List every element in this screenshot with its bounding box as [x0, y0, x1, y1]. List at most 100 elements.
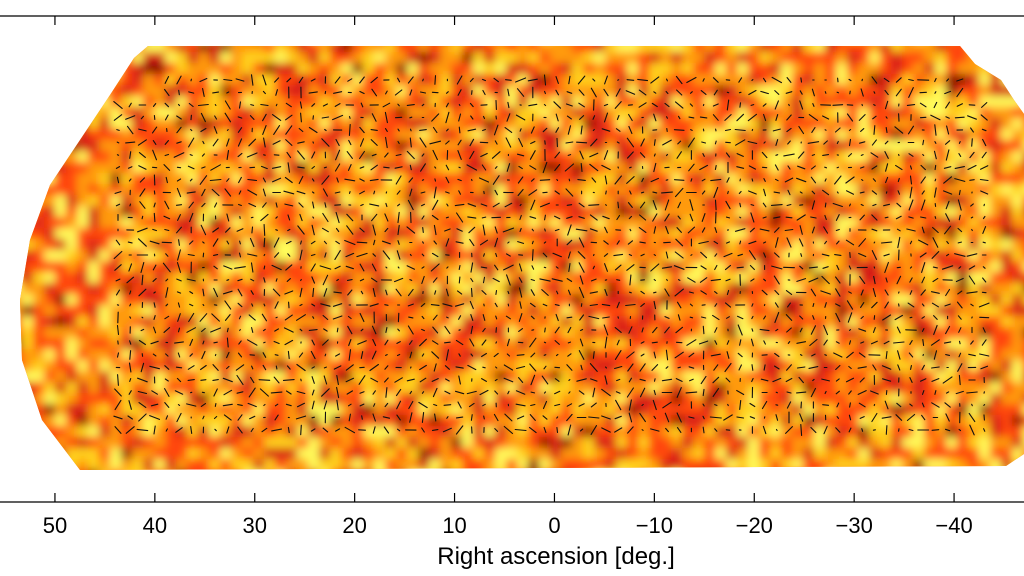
heatmap-cell: [176, 118, 188, 130]
heatmap-cell: [22, 283, 34, 295]
heatmap-cell: [572, 85, 584, 97]
heatmap-cell: [693, 404, 705, 416]
heatmap-cell: [781, 63, 793, 75]
shear-stick: [751, 178, 754, 182]
heatmap-cell: [935, 382, 947, 394]
heatmap-cell: [297, 184, 309, 196]
heatmap-cell: [407, 173, 419, 185]
heatmap-cell: [55, 272, 67, 284]
heatmap-cell: [770, 360, 782, 372]
heatmap-cell: [484, 294, 496, 306]
heatmap-cell: [99, 338, 111, 350]
heatmap-cell: [990, 272, 1002, 284]
heatmap-cell: [352, 360, 364, 372]
heatmap-cell: [110, 96, 122, 108]
heatmap-cell: [781, 217, 793, 229]
heatmap-cell: [451, 162, 463, 174]
heatmap-cell: [660, 327, 672, 339]
heatmap-cell: [924, 239, 936, 251]
heatmap-cell: [473, 327, 485, 339]
heatmap-cell: [440, 415, 452, 427]
heatmap-cell: [363, 74, 375, 86]
heatmap-cell: [880, 338, 892, 350]
heatmap-cell: [517, 283, 529, 295]
heatmap-cell: [550, 74, 562, 86]
heatmap-cell: [1001, 349, 1013, 361]
heatmap-cell: [242, 294, 254, 306]
heatmap-cell: [132, 206, 144, 218]
heatmap-cell: [847, 195, 859, 207]
heatmap-cell: [616, 415, 628, 427]
heatmap-cell: [451, 294, 463, 306]
shear-stick: [958, 141, 961, 144]
heatmap-cell: [495, 85, 507, 97]
heatmap-cell: [649, 118, 661, 130]
heatmap-cell: [847, 217, 859, 229]
heatmap-cell: [660, 250, 672, 262]
heatmap-cell: [231, 96, 243, 108]
heatmap-cell: [231, 393, 243, 405]
heatmap-cell: [264, 360, 276, 372]
heatmap-cell: [605, 118, 617, 130]
heatmap-cell: [517, 96, 529, 108]
shear-stick: [957, 241, 962, 244]
heatmap-cell: [583, 173, 595, 185]
heatmap-cell: [253, 96, 265, 108]
heatmap-cell: [363, 184, 375, 196]
heatmap-cell: [737, 305, 749, 317]
heatmap-cell: [902, 448, 914, 460]
heatmap-cell: [880, 129, 892, 141]
heatmap-cell: [715, 129, 727, 141]
heatmap-cell: [517, 448, 529, 460]
heatmap-cell: [132, 250, 144, 262]
heatmap-cell: [319, 206, 331, 218]
heatmap-cell: [253, 140, 265, 152]
heatmap-cell: [759, 63, 771, 75]
heatmap-cell: [825, 382, 837, 394]
heatmap-cell: [341, 140, 353, 152]
shear-stick: [884, 216, 889, 219]
heatmap-cell: [990, 382, 1002, 394]
shear-stick: [860, 154, 864, 156]
heatmap-cell: [693, 140, 705, 152]
heatmap-cell: [55, 415, 67, 427]
heatmap-cell: [165, 250, 177, 262]
heatmap-cell: [550, 63, 562, 75]
heatmap-cell: [110, 459, 122, 470]
heatmap-cell: [594, 118, 606, 130]
heatmap-cell: [660, 63, 672, 75]
heatmap-cell: [979, 283, 991, 295]
heatmap-cell: [638, 272, 650, 284]
heatmap-cell: [616, 448, 628, 460]
heatmap-cell: [990, 305, 1002, 317]
heatmap-cell: [506, 46, 518, 53]
heatmap-cell: [594, 96, 606, 108]
heatmap-cell: [264, 448, 276, 460]
heatmap-cell: [451, 437, 463, 449]
heatmap-cell: [341, 404, 353, 416]
heatmap-cell: [121, 305, 133, 317]
heatmap-cell: [176, 239, 188, 251]
heatmap-cell: [121, 151, 133, 163]
heatmap-cell: [682, 151, 694, 163]
heatmap-cell: [946, 96, 958, 108]
shear-stick: [673, 179, 685, 181]
heatmap-cell: [451, 151, 463, 163]
heatmap-cell: [374, 261, 386, 273]
heatmap-cell: [583, 118, 595, 130]
heatmap-cell: [451, 393, 463, 405]
heatmap-cell: [121, 184, 133, 196]
heatmap-cell: [132, 305, 144, 317]
heatmap-cell: [891, 107, 903, 119]
heatmap-cell: [836, 63, 848, 75]
heatmap-cell: [341, 118, 353, 130]
heatmap-cell: [231, 448, 243, 460]
heatmap-cell: [341, 283, 353, 295]
heatmap-cell: [319, 217, 331, 229]
heatmap-cell: [165, 459, 177, 470]
heatmap-cell: [77, 316, 89, 328]
heatmap-cell: [165, 85, 177, 97]
heatmap-cell: [495, 261, 507, 273]
heatmap-cell: [880, 151, 892, 163]
heatmap-cell: [660, 404, 672, 416]
